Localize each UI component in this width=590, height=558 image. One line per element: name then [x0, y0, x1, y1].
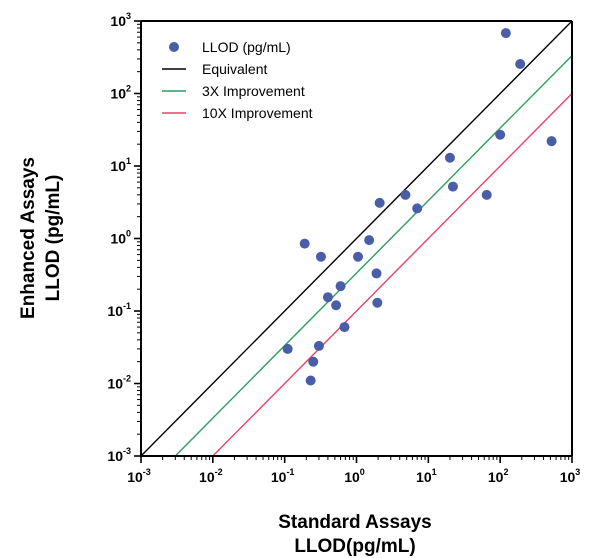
data-point [305, 375, 316, 386]
y-tick-label: 101 [110, 156, 131, 174]
y-tick-label: 10-1 [107, 301, 131, 319]
y-tick-label: 102 [110, 84, 131, 102]
line-equivalent [141, 21, 572, 456]
x-tick-label: 100 [344, 467, 365, 485]
data-point [335, 281, 346, 292]
y-axis-title-line-1: Enhanced Assays [18, 157, 39, 319]
x-tick-label: 102 [488, 467, 509, 485]
legend-label: 10X Improvement [202, 105, 313, 121]
data-point [374, 197, 385, 208]
data-point [546, 136, 557, 147]
legend-label: 3X Improvement [202, 83, 305, 99]
data-point [331, 300, 342, 311]
x-tick-label: 10-2 [199, 467, 223, 485]
data-point [372, 297, 383, 308]
x-axis-title-line-2: LLOD(pg/mL) [294, 536, 415, 557]
axes [134, 20, 573, 463]
legend-label: Equivalent [202, 61, 267, 77]
y-tick-labels: 10-3 10-2 10-1 100 101 102 103 [107, 11, 131, 464]
data-point [364, 235, 375, 246]
legend: LLOD (pg/mL) Equivalent 3X Improvement 10X … [162, 39, 313, 121]
data-point [353, 251, 364, 262]
x-tick-label: 10-1 [271, 467, 295, 485]
y-tick-label: 103 [110, 11, 131, 29]
x-tick-label: 10-3 [127, 467, 151, 485]
data-point [299, 238, 310, 249]
data-point [412, 203, 423, 214]
legend-label: LLOD (pg/mL) [202, 39, 291, 55]
data-point [447, 181, 458, 192]
legend-marker [169, 42, 179, 52]
data-point [322, 292, 333, 303]
y-tick-label: 100 [110, 229, 131, 247]
data-point [313, 340, 324, 351]
data-point [515, 59, 526, 70]
x-axis-title-line-1: Standard Assays [278, 512, 431, 533]
data-point [400, 189, 411, 200]
x-tick-labels: 10-3 10-2 10-1 100 101 102 103 [127, 467, 580, 485]
data-point [282, 343, 293, 354]
y-axis-title: Enhanced Assays [18, 157, 39, 319]
data-point [481, 189, 492, 200]
data-point [371, 268, 382, 279]
data-point [500, 28, 511, 39]
data-point [495, 129, 506, 140]
y-tick-label: 10-3 [107, 446, 131, 464]
data-point [339, 322, 350, 333]
y-axis-title-line-2: LLOD (pg/mL) [43, 175, 64, 302]
data-point [444, 152, 455, 163]
data-points [282, 28, 557, 386]
line-10x-improvement [211, 93, 572, 456]
data-point [315, 251, 326, 262]
data-point [308, 356, 319, 367]
reference-lines [141, 21, 572, 456]
x-tick-label: 101 [416, 467, 437, 485]
y-tick-label: 10-2 [107, 374, 131, 392]
y-axis-title-2: LLOD (pg/mL) [43, 175, 64, 302]
x-tick-label: 103 [560, 467, 581, 485]
line-3x-improvement [174, 55, 572, 456]
